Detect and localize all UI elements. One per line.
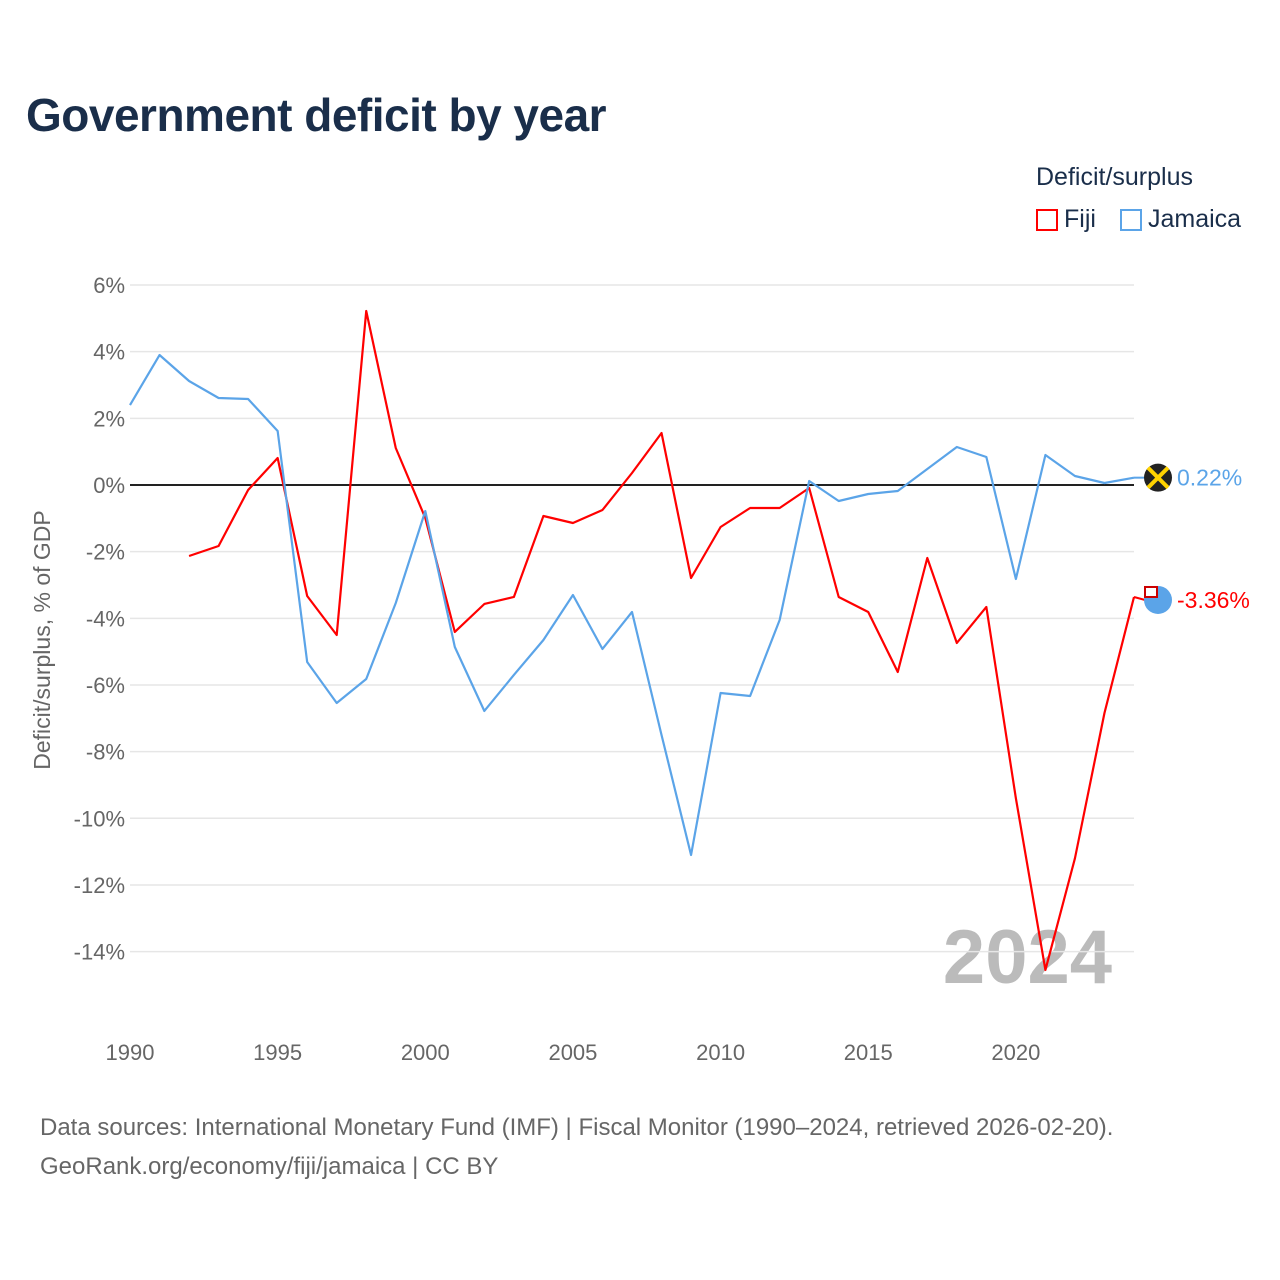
legend-swatch-jamaica [1120, 208, 1142, 231]
x-tick-label: 2020 [991, 1040, 1040, 1065]
legend-label: Fiji [1064, 205, 1096, 233]
x-tick-label: 2015 [844, 1040, 893, 1065]
legend-title: Deficit/surplus [1036, 163, 1193, 191]
end-value-label: 0.22% [1177, 465, 1242, 491]
line-chart: Deficit/surplus, % of GDP 2024 6% 4% 2% 0% -… [29, 273, 1250, 1065]
y-tick-label: 6% [93, 273, 125, 298]
legend-label: Jamaica [1148, 205, 1242, 233]
y-tick-label: -4% [86, 606, 125, 631]
y-axis-label: Deficit/surplus, % of GDP [29, 510, 55, 769]
y-tick-label: -6% [86, 673, 125, 698]
data-sources: Data sources: International Monetary Fun… [40, 1114, 1114, 1141]
series-line-jamaica [129, 353, 1135, 857]
chart-title: Government deficit by year [26, 89, 607, 141]
y-tick-label: -14% [74, 940, 125, 965]
y-tick-label: 4% [93, 340, 125, 365]
y-tick-label: -10% [74, 806, 125, 831]
end-value-label: -3.36% [1177, 587, 1250, 613]
y-tick-label: 0% [93, 473, 125, 498]
source-link[interactable]: GeoRank.org/economy/fiji/jamaica | CC BY [40, 1153, 499, 1180]
legend-swatch-fiji [1036, 208, 1058, 231]
y-tick-label: -12% [74, 873, 125, 898]
flag-cross [1146, 466, 1170, 490]
legend-item-jamaica[interactable]: Jamaica [1120, 205, 1241, 234]
x-tick-label: 1995 [253, 1040, 302, 1065]
year-watermark: 2024 [943, 915, 1112, 1000]
y-tick-label: 2% [93, 406, 125, 431]
footer: Data sources: International Monetary Fun… [40, 1108, 1113, 1186]
end-connector [1133, 596, 1146, 601]
flag-union-jack [1144, 585, 1158, 598]
series-line-fiji [188, 309, 1136, 972]
x-tick-label: 2010 [696, 1040, 745, 1065]
y-tick-label: -8% [86, 740, 125, 765]
x-tick-label: 1990 [106, 1040, 155, 1065]
x-tick-label: 2000 [401, 1040, 450, 1065]
x-tick-label: 2005 [548, 1040, 597, 1065]
legend-item-fiji[interactable]: Fiji [1036, 205, 1096, 234]
y-tick-label: -2% [86, 540, 125, 565]
